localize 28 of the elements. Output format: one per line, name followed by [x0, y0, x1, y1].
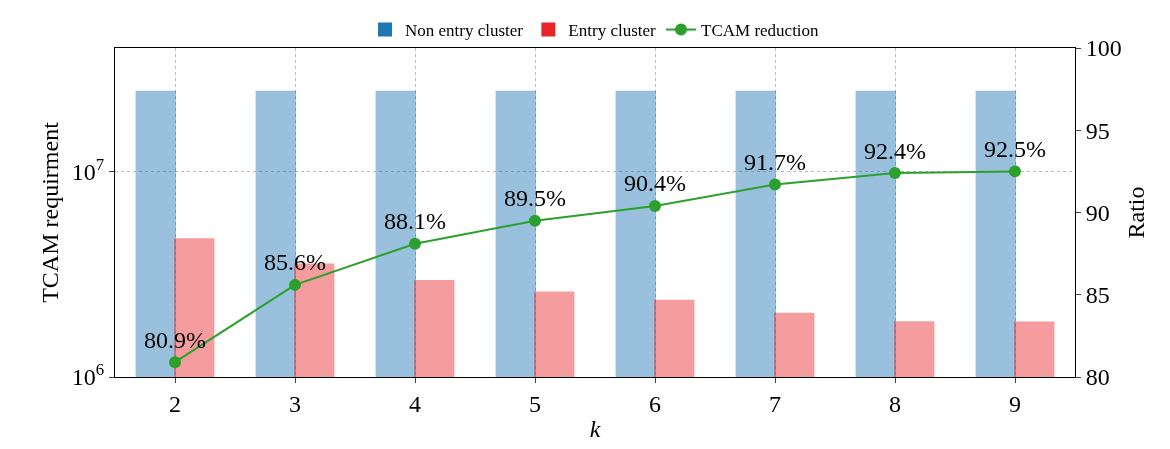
x-tick-label: 9 — [1009, 390, 1021, 417]
x-tick-label: 2 — [169, 390, 181, 417]
x-axis-title: k — [589, 416, 601, 443]
data-label: 92.4% — [864, 137, 926, 164]
data-label: 91.7% — [744, 149, 806, 176]
y2-axis-title: Ratio — [1123, 186, 1150, 239]
y-axis-title: TCAM requirment — [36, 121, 63, 303]
y2-tick-label: 80 — [1085, 364, 1110, 391]
data-label: 85.6% — [264, 249, 326, 276]
data-label: 88.1% — [384, 208, 446, 235]
x-tick-label: 6 — [649, 390, 661, 417]
x-tick-label: 5 — [529, 390, 541, 417]
legend-label: TCAM reduction — [701, 21, 820, 41]
x-tick-label: 4 — [409, 390, 421, 417]
y2-tick-label: 85 — [1085, 282, 1110, 309]
legend-label: Entry cluster — [568, 21, 657, 41]
y2-tick-label: 90 — [1085, 199, 1110, 226]
data-label: 89.5% — [504, 185, 566, 212]
data-label: 90.4% — [624, 170, 686, 197]
x-tick-label: 7 — [769, 390, 781, 417]
legend-label: Non entry cluster — [405, 21, 524, 41]
x-tick-label: 8 — [889, 390, 901, 417]
y2-tick-label: 100 — [1085, 35, 1122, 62]
y-tick-label: 10$^{6}$ — [71, 360, 105, 391]
y-tick-label: 10$^{7}$ — [71, 154, 105, 186]
x-tick-label: 3 — [289, 390, 301, 417]
y2-tick-label: 95 — [1085, 117, 1110, 144]
data-label: 92.5% — [984, 135, 1046, 162]
